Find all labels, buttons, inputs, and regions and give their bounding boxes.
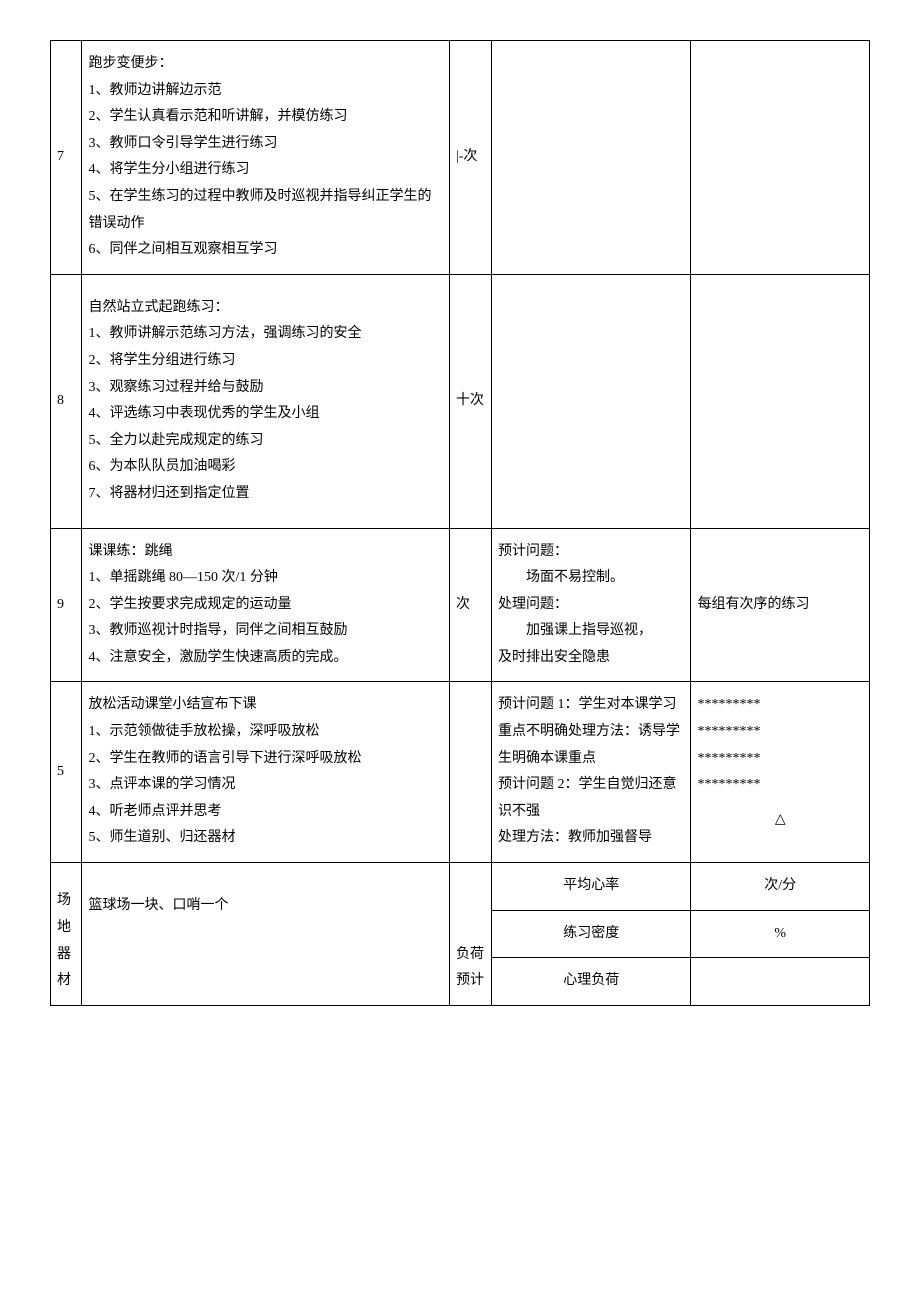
- problem-line: 加强课上指导巡视，: [498, 618, 684, 645]
- content-item: 2、将学生分组进行练习: [88, 348, 442, 375]
- load-header: 负荷预计: [449, 863, 491, 1006]
- lesson-plan-table: 7 跑步变便步： 1、教师边讲解边示范 2、学生认真看示范和听讲解，并模仿练习 …: [50, 40, 870, 1006]
- problem-line: 预计问题 2：学生自觉归还意识不强: [498, 772, 684, 825]
- row-problem: 预计问题： 场面不易控制。 处理问题： 加强课上指导巡视， 及时排出安全隐患: [491, 528, 690, 682]
- row-number: 9: [51, 528, 82, 682]
- content-item: 1、单摇跳绳 80—150 次/1 分钟: [88, 565, 442, 592]
- content-item: 1、教师边讲解边示范: [88, 78, 442, 105]
- content-item: 6、同伴之间相互观察相互学习: [88, 237, 442, 264]
- problem-line: 处理问题：: [498, 592, 684, 619]
- note-stars: *********: [697, 772, 863, 799]
- note-stars: *********: [697, 746, 863, 773]
- content-item: 2、学生按要求完成规定的运动量: [88, 592, 442, 619]
- content-title: 放松活动课堂小结宣布下课: [88, 692, 442, 719]
- row-problem: [491, 41, 690, 275]
- equipment-header: 场地器材: [51, 863, 82, 1006]
- content-item: 5、师生道别、归还器材: [88, 825, 442, 852]
- content-title: 课课练：跳绳: [88, 539, 442, 566]
- row-content: 跑步变便步： 1、教师边讲解边示范 2、学生认真看示范和听讲解，并模仿练习 3、…: [82, 41, 449, 275]
- content-item: 7、将器材归还到指定位置: [88, 481, 442, 508]
- content-item: 3、教师口令引导学生进行练习: [88, 131, 442, 158]
- problem-line: 处理方法：教师加强督导: [498, 825, 684, 852]
- row-note: ********* ********* ********* ********* …: [691, 682, 870, 863]
- metric-label: 平均心率: [491, 863, 690, 911]
- footer-row: 场地器材 篮球场一块、口哨一个 负荷预计 平均心率 次/分: [51, 863, 870, 911]
- table-row: 8 自然站立式起跑练习： 1、教师讲解示范练习方法，强调练习的安全 2、将学生分…: [51, 274, 870, 528]
- row-note: 每组有次序的练习: [691, 528, 870, 682]
- metric-value: %: [691, 910, 870, 958]
- content-item: 5、全力以赴完成规定的练习: [88, 428, 442, 455]
- content-item: 3、教师巡视计时指导，同伴之间相互鼓励: [88, 618, 442, 645]
- row-note: [691, 274, 870, 528]
- problem-line: 预计问题：: [498, 539, 684, 566]
- content-item: 1、示范领做徒手放松操，深呼吸放松: [88, 719, 442, 746]
- row-content: 放松活动课堂小结宣布下课 1、示范领做徒手放松操，深呼吸放松 2、学生在教师的语…: [82, 682, 449, 863]
- table-row: 9 课课练：跳绳 1、单摇跳绳 80—150 次/1 分钟 2、学生按要求完成规…: [51, 528, 870, 682]
- row-number: 5: [51, 682, 82, 863]
- content-item: 1、教师讲解示范练习方法，强调练习的安全: [88, 321, 442, 348]
- row-content: 课课练：跳绳 1、单摇跳绳 80—150 次/1 分钟 2、学生按要求完成规定的…: [82, 528, 449, 682]
- row-content: 自然站立式起跑练习： 1、教师讲解示范练习方法，强调练习的安全 2、将学生分组进…: [82, 274, 449, 528]
- content-title: 自然站立式起跑练习：: [88, 295, 442, 322]
- content-item: 5、在学生练习的过程中教师及时巡视并指导纠正学生的错误动作: [88, 184, 442, 237]
- table-row: 7 跑步变便步： 1、教师边讲解边示范 2、学生认真看示范和听讲解，并模仿练习 …: [51, 41, 870, 275]
- content-item: 4、评选练习中表现优秀的学生及小组: [88, 401, 442, 428]
- content-item: 3、点评本课的学习情况: [88, 772, 442, 799]
- equipment-content: 篮球场一块、口哨一个: [82, 863, 449, 1006]
- content-item: 2、学生在教师的语言引导下进行深呼吸放松: [88, 746, 442, 773]
- row-problem: [491, 274, 690, 528]
- row-count: |-次: [449, 41, 491, 275]
- note-stars: *********: [697, 692, 863, 719]
- row-count: 十次: [449, 274, 491, 528]
- triangle-symbol: △: [697, 799, 863, 834]
- metric-value: [691, 958, 870, 1006]
- row-count: 次: [449, 528, 491, 682]
- metric-value: 次/分: [691, 863, 870, 911]
- content-item: 4、听老师点评并思考: [88, 799, 442, 826]
- problem-line: 及时排出安全隐患: [498, 645, 684, 672]
- problem-line: 场面不易控制。: [498, 565, 684, 592]
- row-number: 8: [51, 274, 82, 528]
- row-problem: 预计问题 1：学生对本课学习重点不明确处理方法：诱导学生明确本课重点 预计问题 …: [491, 682, 690, 863]
- metric-label: 练习密度: [491, 910, 690, 958]
- row-number: 7: [51, 41, 82, 275]
- content-item: 3、观察练习过程并给与鼓励: [88, 375, 442, 402]
- content-item: 4、注意安全，激励学生快速高质的完成。: [88, 645, 442, 672]
- content-item: 6、为本队队员加油喝彩: [88, 454, 442, 481]
- metric-label: 心理负荷: [491, 958, 690, 1006]
- table-row: 5 放松活动课堂小结宣布下课 1、示范领做徒手放松操，深呼吸放松 2、学生在教师…: [51, 682, 870, 863]
- note-stars: *********: [697, 719, 863, 746]
- row-count: [449, 682, 491, 863]
- content-title: 跑步变便步：: [88, 51, 442, 78]
- content-item: 2、学生认真看示范和听讲解，并模仿练习: [88, 104, 442, 131]
- problem-line: 预计问题 1：学生对本课学习重点不明确处理方法：诱导学生明确本课重点: [498, 692, 684, 772]
- content-item: 4、将学生分小组进行练习: [88, 157, 442, 184]
- row-note: [691, 41, 870, 275]
